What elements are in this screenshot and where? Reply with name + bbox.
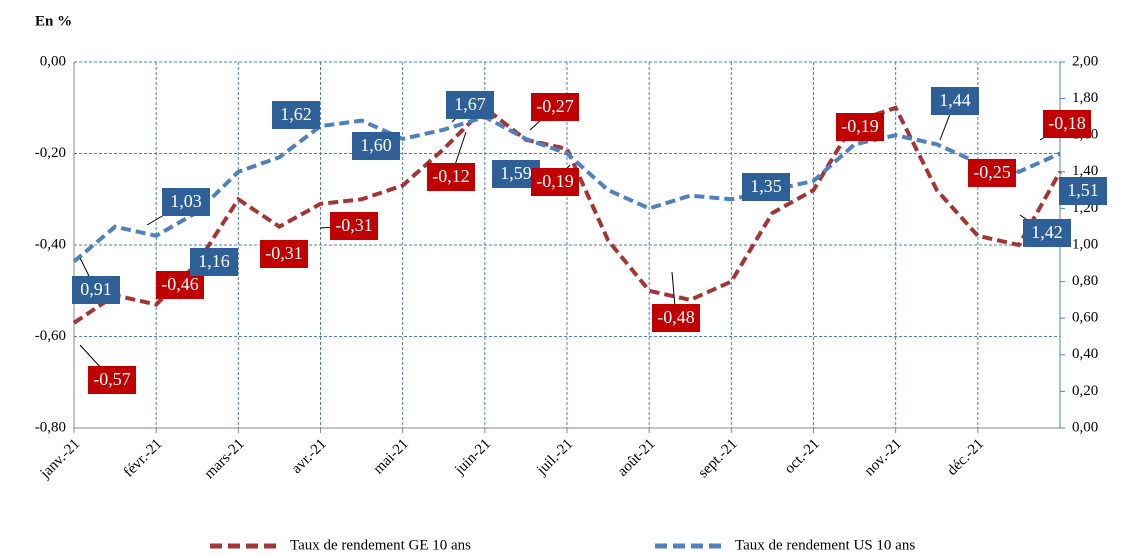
callout-box: [1059, 177, 1107, 205]
y2-tick-label: 1,40: [1072, 163, 1098, 179]
x-tick-label: oct.-21: [782, 436, 823, 477]
callout-box: [427, 163, 475, 191]
callout-box: [272, 101, 320, 129]
x-tick-label: janv.-21: [37, 436, 83, 482]
callout-label: 1,03: [170, 191, 202, 211]
callout-box: [531, 168, 579, 196]
callout-box: [330, 212, 378, 240]
callout-label: -0,27: [536, 96, 574, 116]
y-tick-label: 0,00: [40, 53, 66, 69]
y-tick-label: -0,80: [35, 419, 66, 435]
callout-label: 1,51: [1067, 180, 1099, 200]
callout-label: 0,91: [80, 279, 112, 299]
callout-label: 1,16: [198, 251, 230, 271]
callout-label: -0,48: [657, 307, 695, 327]
callout-label: -0,46: [161, 274, 199, 294]
callout-label: 1,44: [939, 90, 971, 110]
y-tick-label: -0,20: [35, 145, 66, 161]
callout-label: -0,19: [536, 171, 574, 191]
callout-box: [968, 159, 1016, 187]
callout-box: [162, 188, 210, 216]
y2-tick-label: 1,80: [1072, 90, 1098, 106]
x-tick-label: août-21: [615, 436, 659, 480]
callout-box: [742, 173, 790, 201]
line-series: [72, 114, 1061, 264]
callout-box: [190, 248, 238, 276]
callout-label: -0,25: [973, 162, 1011, 182]
callout-box: [260, 240, 308, 268]
callout-label: 1,60: [360, 135, 392, 155]
callout-label: 1,42: [1031, 222, 1063, 242]
x-tick-label: mai-21: [371, 436, 412, 477]
callout-label: 1,67: [454, 94, 486, 114]
x-tick-label: sept.-21: [695, 436, 740, 481]
x-tick-label: févr.-21: [121, 436, 166, 481]
callout-label: -0,31: [335, 215, 373, 235]
callout-box: [72, 276, 120, 304]
callout-box: [652, 304, 700, 332]
callout-label: 1,59: [500, 163, 532, 183]
chart-title: En %: [35, 13, 72, 29]
y-tick-label: -0,60: [35, 328, 66, 344]
x-tick-label: juil.-21: [533, 436, 576, 479]
y2-tick-label: 0,00: [1072, 419, 1098, 435]
x-tick-label: avr.-21: [289, 436, 330, 477]
callout-label: 1,35: [750, 176, 782, 196]
y2-tick-label: 0,60: [1072, 310, 1098, 326]
line-series: [72, 105, 1062, 325]
y-tick-label: -0,40: [35, 236, 66, 252]
x-tick-label: déc.-21: [944, 436, 987, 479]
callout-box: [531, 93, 579, 121]
callout-label: -0,18: [1048, 113, 1086, 133]
callout-box: [88, 366, 136, 394]
callout-box: [931, 87, 979, 115]
x-tick-label: juin-21: [451, 436, 494, 479]
callout-label: -0,31: [265, 243, 303, 263]
callout-label: 1,62: [280, 104, 312, 124]
callout-box: [446, 91, 494, 119]
callout-box: [352, 132, 400, 160]
y2-tick-label: 0,40: [1072, 346, 1098, 362]
y2-tick-label: 0,20: [1072, 383, 1098, 399]
x-tick-label: mars-21: [202, 436, 248, 482]
y2-tick-label: 2,00: [1072, 53, 1098, 69]
legend-label: Taux de rendement GE 10 ans: [290, 537, 471, 553]
callout-box: [1023, 219, 1071, 247]
callout-label: -0,19: [841, 116, 879, 136]
callout-label: -0,57: [93, 369, 131, 389]
y2-tick-label: 0,80: [1072, 273, 1098, 289]
y2-tick-label: 1,00: [1072, 236, 1098, 252]
callout-box: [1043, 110, 1091, 138]
legend-label: Taux de rendement US 10 ans: [735, 537, 915, 553]
x-tick-label: nov.-21: [862, 436, 905, 479]
callout-label: -0,12: [432, 166, 470, 186]
callout-box: [836, 113, 884, 141]
